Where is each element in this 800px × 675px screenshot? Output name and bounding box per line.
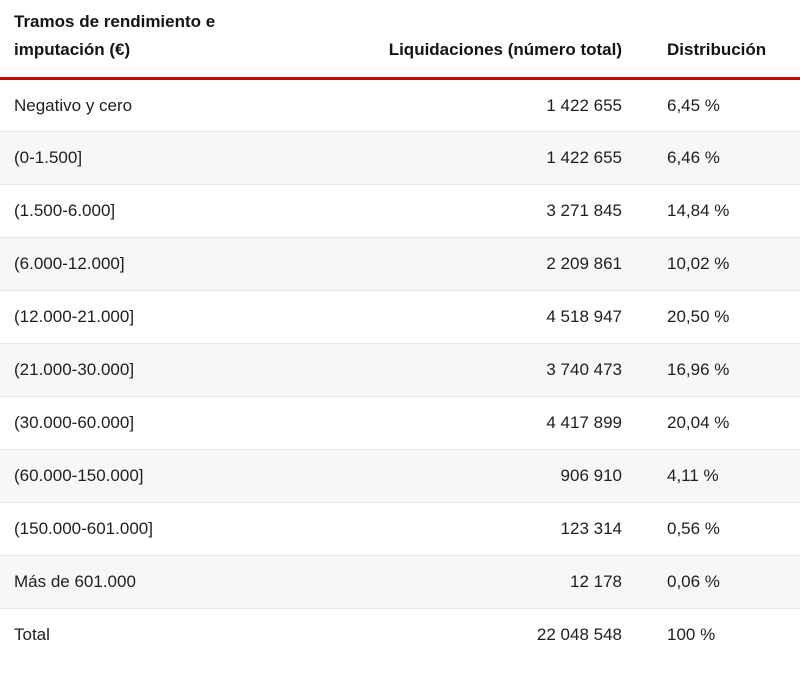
table-row: (0-1.500] 1 422 655 6,46 % bbox=[0, 131, 800, 185]
cell-liquidaciones: 1 422 655 bbox=[546, 95, 622, 115]
table-row: (6.000-12.000] 2 209 861 10,02 % bbox=[0, 237, 800, 291]
cell-liquidaciones: 2 209 861 bbox=[546, 254, 622, 273]
cell-distribucion: 20,04 % bbox=[667, 413, 730, 432]
header-row: Tramos de rendimiento e imputación (€) L… bbox=[0, 0, 800, 80]
table-body: Negativo y cero 1 422 655 6,45 % (0-1.50… bbox=[0, 79, 800, 662]
cell-distribucion: 0,06 % bbox=[667, 572, 720, 591]
cell-tramo: (12.000-21.000] bbox=[14, 307, 135, 326]
table-row: Negativo y cero 1 422 655 6,45 % bbox=[0, 79, 800, 132]
cell-tramo: (1.500-6.000] bbox=[14, 201, 116, 220]
table-row: (150.000-601.000] 123 314 0,56 % bbox=[0, 502, 800, 556]
cell-distribucion: 14,84 % bbox=[667, 201, 730, 220]
cell-liquidaciones: 3 271 845 bbox=[546, 201, 622, 220]
cell-liquidaciones: 3 740 473 bbox=[546, 360, 622, 379]
table-row: (60.000-150.000] 906 910 4,11 % bbox=[0, 449, 800, 503]
cell-distribucion: 20,50 % bbox=[667, 307, 730, 326]
header-distribucion: Distribución bbox=[622, 0, 800, 80]
cell-tramo: (6.000-12.000] bbox=[14, 254, 125, 273]
cell-liquidaciones: 4 417 899 bbox=[546, 413, 622, 432]
table-row: (30.000-60.000] 4 417 899 20,04 % bbox=[0, 396, 800, 450]
cell-tramo: (150.000-601.000] bbox=[14, 519, 153, 538]
table-header: Tramos de rendimiento e imputación (€) L… bbox=[0, 0, 800, 80]
table-row: Más de 601.000 12 178 0,06 % bbox=[0, 555, 800, 609]
cell-liquidaciones: 12 178 bbox=[570, 572, 622, 591]
table-row-total: Total 22 048 548 100 % bbox=[0, 608, 800, 662]
cell-tramo: (60.000-150.000] bbox=[14, 466, 144, 485]
cell-liquidaciones: 123 314 bbox=[560, 519, 622, 538]
cell-distribucion: 10,02 % bbox=[667, 254, 730, 273]
cell-liquidaciones: 1 422 655 bbox=[546, 148, 622, 167]
header-tramos: Tramos de rendimiento e imputación (€) bbox=[0, 0, 340, 80]
cell-tramo: (30.000-60.000] bbox=[14, 413, 135, 432]
cell-distribucion: 100 % bbox=[667, 625, 716, 645]
cell-distribucion: 6,45 % bbox=[667, 95, 720, 115]
cell-distribucion: 16,96 % bbox=[667, 360, 730, 379]
table-row: (21.000-30.000] 3 740 473 16,96 % bbox=[0, 343, 800, 397]
header-liquidaciones: Liquidaciones (número total) bbox=[340, 0, 622, 80]
cell-liquidaciones: 22 048 548 bbox=[536, 625, 622, 645]
cell-liquidaciones: 906 910 bbox=[560, 466, 622, 485]
table-row: (1.500-6.000] 3 271 845 14,84 % bbox=[0, 184, 800, 238]
table-row: (12.000-21.000] 4 518 947 20,50 % bbox=[0, 290, 800, 344]
cell-tramo: (0-1.500] bbox=[14, 148, 83, 167]
header-tramos-label: Tramos de rendimiento e imputación (€) bbox=[14, 12, 216, 59]
cell-tramo: Negativo y cero bbox=[14, 95, 133, 115]
cell-tramo: (21.000-30.000] bbox=[14, 360, 135, 379]
cell-liquidaciones: 4 518 947 bbox=[546, 307, 622, 326]
cell-distribucion: 0,56 % bbox=[667, 519, 720, 538]
cell-tramo: Más de 601.000 bbox=[14, 572, 136, 591]
cell-tramo: Total bbox=[14, 625, 50, 645]
cell-distribucion: 6,46 % bbox=[667, 148, 720, 167]
cell-distribucion: 4,11 % bbox=[667, 466, 719, 485]
